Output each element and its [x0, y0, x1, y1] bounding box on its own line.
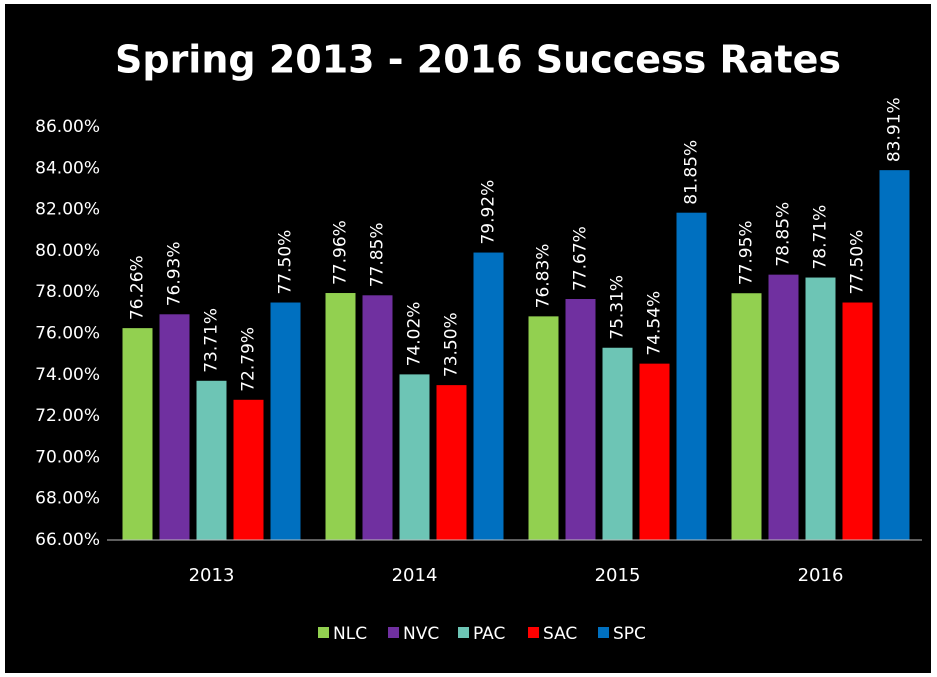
data-label: 77.50%: [276, 230, 296, 295]
data-label: 77.96%: [331, 220, 351, 285]
data-label: 76.83%: [534, 244, 554, 309]
data-label: 73.71%: [202, 308, 222, 373]
y-tick-label: 76.00%: [35, 324, 100, 344]
legend-label: NLC: [333, 624, 367, 644]
bar: [528, 316, 559, 540]
legend-label: SAC: [543, 624, 577, 644]
y-tick-label: 82.00%: [35, 200, 100, 220]
data-label: 77.95%: [737, 220, 757, 285]
legend-swatch: [598, 627, 609, 638]
data-label: 75.31%: [608, 275, 628, 340]
legend-swatch: [318, 627, 329, 638]
bar: [473, 252, 504, 540]
bar: [196, 380, 227, 540]
y-tick-label: 66.00%: [35, 530, 100, 550]
bar: [270, 302, 301, 540]
bar: [565, 299, 596, 540]
legend-label: SPC: [613, 624, 646, 644]
data-label: 81.85%: [682, 140, 702, 205]
x-tick-label: 2013: [189, 565, 235, 586]
data-label: 76.26%: [128, 255, 148, 320]
bar: [602, 347, 633, 540]
legend-swatch: [528, 627, 539, 638]
bar: [805, 277, 836, 540]
data-label: 78.71%: [811, 205, 831, 270]
data-label: 83.91%: [885, 97, 905, 162]
y-tick-label: 74.00%: [35, 365, 100, 385]
chart-title: Spring 2013 - 2016 Success Rates: [115, 38, 841, 82]
data-label: 77.85%: [368, 222, 388, 287]
data-label: 72.79%: [239, 327, 259, 392]
bar: [122, 328, 153, 540]
y-tick-label: 84.00%: [35, 158, 100, 178]
data-label: 77.50%: [848, 230, 868, 295]
legend-swatch: [388, 627, 399, 638]
data-label: 74.02%: [405, 302, 425, 367]
y-tick-label: 86.00%: [35, 117, 100, 137]
data-label: 76.93%: [165, 241, 185, 306]
y-tick-label: 68.00%: [35, 489, 100, 509]
bar: [325, 293, 356, 540]
bar: [362, 295, 393, 540]
x-tick-label: 2014: [392, 565, 438, 586]
x-tick-label: 2016: [798, 565, 844, 586]
bar: [676, 212, 707, 540]
legend-label: PAC: [473, 624, 505, 644]
data-label: 79.92%: [479, 180, 499, 245]
bar: [768, 274, 799, 540]
y-tick-label: 72.00%: [35, 406, 100, 426]
bar: [399, 374, 430, 540]
bar: [842, 302, 873, 540]
y-tick-label: 70.00%: [35, 447, 100, 467]
legend-label: NVC: [403, 624, 439, 644]
bar: [639, 363, 670, 540]
x-tick-label: 2015: [595, 565, 641, 586]
bar: [233, 399, 264, 540]
data-label: 77.67%: [571, 226, 591, 291]
data-label: 73.50%: [442, 312, 462, 377]
y-tick-label: 78.00%: [35, 282, 100, 302]
bar: [436, 385, 467, 540]
bar: [879, 170, 910, 540]
bar: [159, 314, 190, 540]
data-label: 78.85%: [774, 202, 794, 267]
data-label: 74.54%: [645, 291, 665, 356]
y-tick-label: 80.00%: [35, 241, 100, 261]
bar: [731, 293, 762, 540]
legend-swatch: [458, 627, 469, 638]
